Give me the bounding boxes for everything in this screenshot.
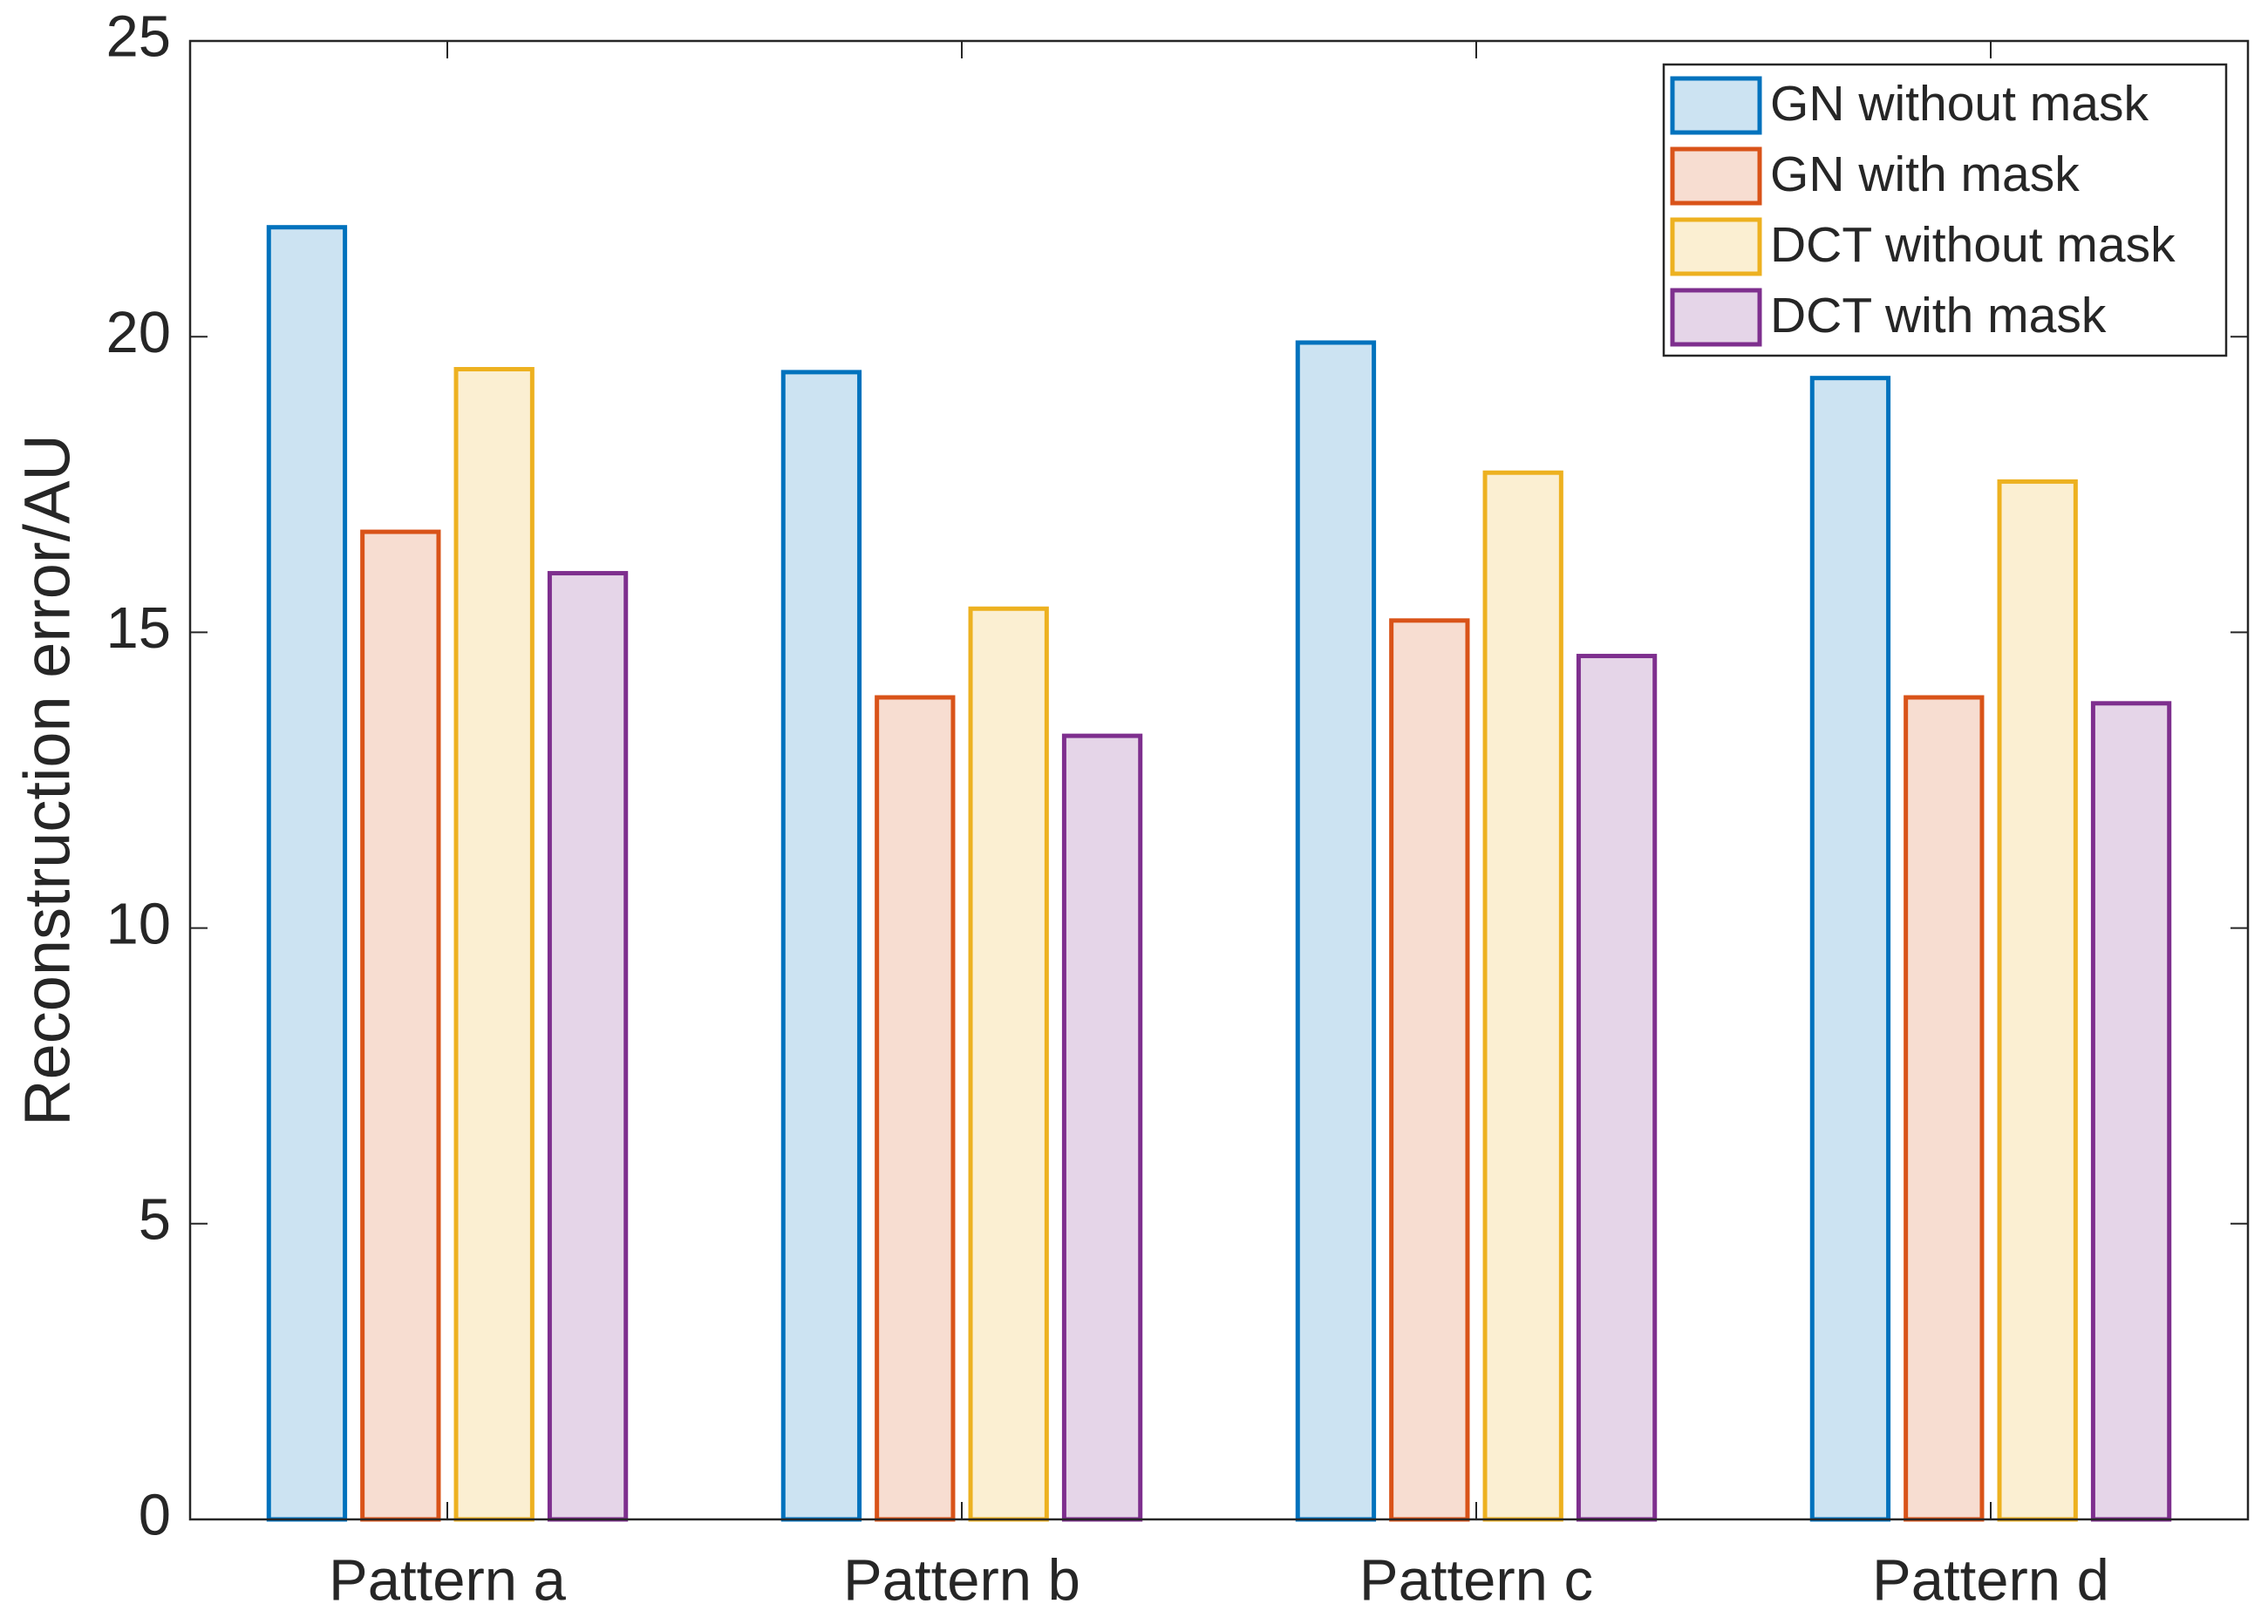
bar [968, 606, 1049, 1522]
bar [1389, 618, 1470, 1522]
bar [360, 529, 441, 1522]
y-tick-label: 10 [106, 891, 171, 956]
legend-swatch [1670, 288, 1762, 347]
bar [1482, 470, 1563, 1522]
x-tick-label: Pattern c [1359, 1548, 1593, 1614]
x-tick-label: Pattern a [329, 1548, 567, 1614]
bar [266, 225, 348, 1522]
bar [1061, 733, 1143, 1522]
y-tick-label: 5 [139, 1187, 171, 1253]
bar [1809, 376, 1891, 1522]
bar [547, 571, 629, 1522]
axes-box [188, 39, 2250, 1521]
bar [1997, 479, 2078, 1522]
legend-label: GN without mask [1770, 76, 2149, 132]
bar [875, 695, 956, 1522]
bar [1295, 340, 1377, 1522]
legend-label: DCT without mask [1770, 217, 2176, 273]
legend-swatch [1670, 76, 1762, 135]
x-tick-label: Pattern b [843, 1548, 1080, 1614]
bar [453, 367, 535, 1522]
bar [780, 370, 862, 1522]
y-tick-label: 0 [139, 1483, 171, 1548]
y-axis-label: Reconstruction error/AU [11, 434, 84, 1126]
bar [1576, 654, 1658, 1522]
bar [2090, 701, 2172, 1522]
legend-label: DCT with mask [1770, 288, 2107, 343]
y-tick-label: 25 [106, 4, 171, 70]
y-tick-label: 20 [106, 300, 171, 365]
legend-swatch [1670, 146, 1762, 206]
y-tick-label: 15 [106, 595, 171, 661]
legend-swatch [1670, 217, 1762, 276]
legend-label: GN with mask [1770, 146, 2080, 202]
bar [1904, 695, 1985, 1522]
x-tick-label: Pattern d [1872, 1548, 2109, 1614]
